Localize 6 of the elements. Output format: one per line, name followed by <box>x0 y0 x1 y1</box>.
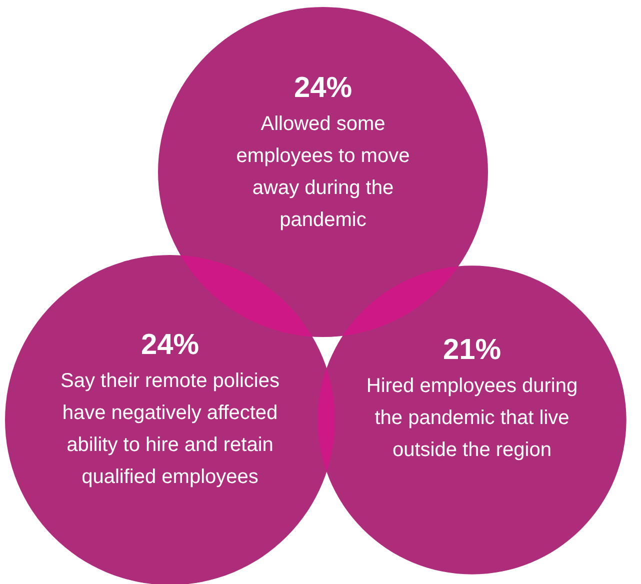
data-label: 21% <box>442 334 502 366</box>
data-label: 24% <box>140 329 200 361</box>
category-label: Allowed some employees to move away during the pandemic <box>236 113 410 231</box>
category-label: Hired employees during the pandemic that live outside the region <box>366 375 578 461</box>
category-label: Say their remote policies have negatively affected ability to hire and retain qualified employees <box>60 370 280 488</box>
data-label: 24% <box>294 72 352 104</box>
